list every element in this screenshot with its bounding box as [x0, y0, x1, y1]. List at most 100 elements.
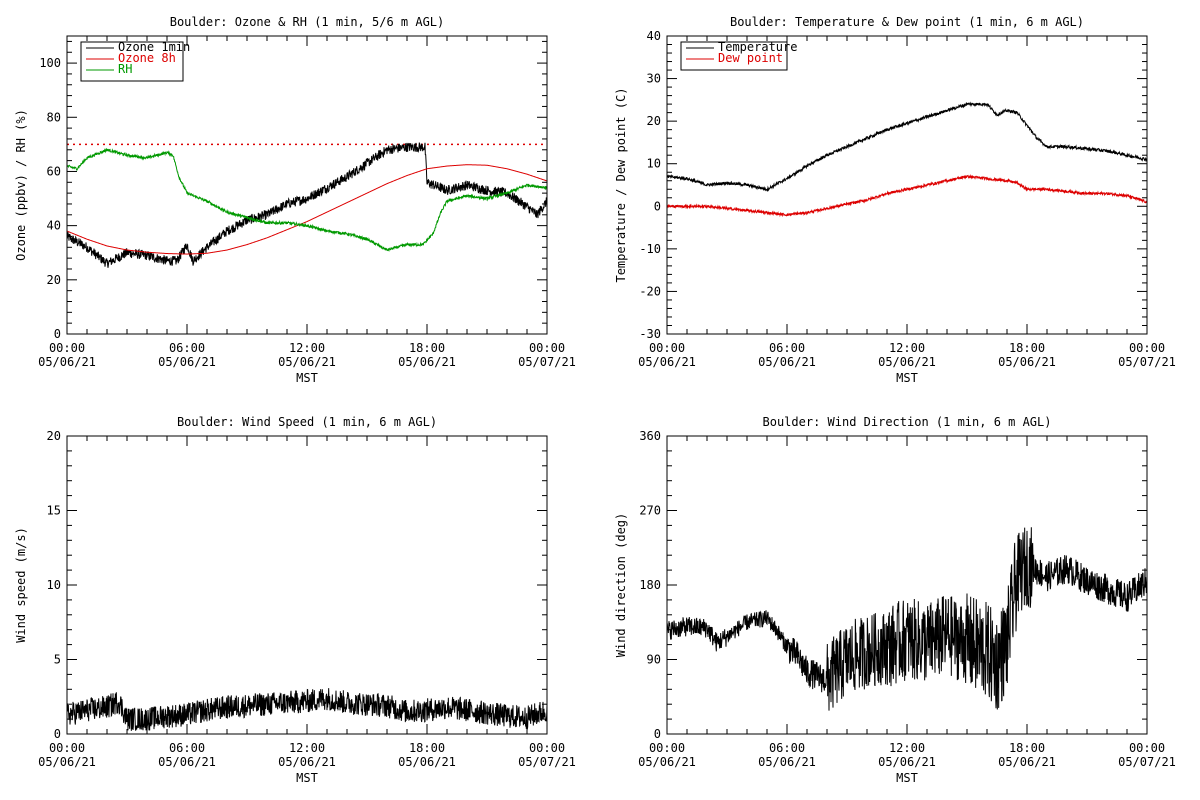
x-tick-label-date: 05/06/21 — [158, 755, 216, 769]
x-axis-label: MST — [296, 371, 318, 385]
y-tick-label: 270 — [639, 504, 661, 518]
plot-frame — [666, 35, 1148, 335]
series-line-temperature — [667, 101, 1147, 193]
plot-frame — [66, 35, 548, 335]
x-tick-label-time: 12:00 — [289, 341, 325, 355]
legend-box — [680, 41, 788, 71]
y-tick-label: -10 — [639, 242, 661, 256]
plot-frame — [66, 435, 548, 735]
y-axis-label: Temperature / Dew point (C) — [614, 87, 628, 282]
x-tick-label-time: 00:00 — [529, 341, 565, 355]
x-tick-label-date: 05/06/21 — [878, 355, 936, 369]
y-tick-label: 20 — [47, 273, 61, 287]
legend-label: Temperature — [718, 40, 797, 54]
chart-panel-4: Boulder: Wind Direction (1 min, 6 m AGL)… — [614, 415, 1176, 785]
y-axis-label: Wind speed (m/s) — [14, 527, 28, 643]
x-tick-label-time: 00:00 — [649, 741, 685, 755]
x-tick-label-date: 05/07/21 — [1118, 755, 1176, 769]
series-group — [67, 142, 547, 268]
series-line-ozone-8h — [67, 164, 547, 255]
x-tick-label-time: 18:00 — [1009, 741, 1045, 755]
chart-title: Boulder: Temperature & Dew point (1 min,… — [730, 15, 1084, 29]
x-tick-label-date: 05/06/21 — [398, 355, 456, 369]
plot-frame — [666, 435, 1148, 735]
chart-panel-3: Boulder: Wind Speed (1 min, 6 m AGL) 0 5 10… — [14, 415, 576, 785]
x-tick-label-time: 00:00 — [49, 341, 85, 355]
legend-label: Ozone 1min — [118, 40, 190, 54]
y-tick-label: 0 — [654, 727, 661, 741]
y-axis-label: Wind direction (deg) — [614, 513, 628, 658]
x-axis-label: MST — [896, 771, 918, 785]
x-tick-label-date: 05/07/21 — [1118, 355, 1176, 369]
x-tick-label-date: 05/06/21 — [38, 755, 96, 769]
y-tick-label: 15 — [47, 504, 61, 518]
y-tick-label: 60 — [47, 164, 61, 178]
x-tick-label-date: 05/06/21 — [638, 755, 696, 769]
y-tick-label: 5 — [54, 653, 61, 667]
x-tick-label-time: 12:00 — [889, 741, 925, 755]
x-tick-label-time: 00:00 — [1129, 341, 1165, 355]
x-tick-label-date: 05/06/21 — [998, 755, 1056, 769]
x-axis-label: MST — [296, 771, 318, 785]
series-line-dew-point — [667, 173, 1147, 218]
chart-title: Boulder: Ozone & RH (1 min, 5/6 m AGL) — [170, 15, 445, 29]
y-tick-label: 0 — [54, 727, 61, 741]
x-tick-label-time: 06:00 — [769, 741, 805, 755]
legend-label: RH — [118, 62, 132, 76]
chart-panel-1: Boulder: Ozone & RH (1 min, 5/6 m AGL) 0 2… — [14, 15, 576, 385]
y-tick-label: 360 — [639, 429, 661, 443]
x-tick-label-time: 12:00 — [289, 741, 325, 755]
y-tick-label: 20 — [647, 114, 661, 128]
series-line-ozone-1min — [67, 142, 547, 268]
y-tick-label: 40 — [47, 219, 61, 233]
y-tick-label: -20 — [639, 284, 661, 298]
x-tick-label-date: 05/06/21 — [278, 755, 336, 769]
x-tick-label-time: 00:00 — [529, 741, 565, 755]
y-tick-label: 80 — [47, 110, 61, 124]
series-line-rh — [67, 147, 547, 253]
y-tick-label: 20 — [47, 429, 61, 443]
x-axis-label: MST — [896, 371, 918, 385]
series-group — [67, 688, 547, 731]
x-tick-label-time: 00:00 — [1129, 741, 1165, 755]
y-tick-label: 0 — [654, 199, 661, 213]
series-group — [667, 101, 1147, 218]
x-tick-label-date: 05/07/21 — [518, 355, 576, 369]
x-tick-label-time: 12:00 — [889, 341, 925, 355]
y-tick-label: 30 — [647, 72, 661, 86]
x-tick-label-date: 05/06/21 — [398, 755, 456, 769]
x-tick-label-date: 05/06/21 — [758, 755, 816, 769]
x-tick-label-time: 06:00 — [769, 341, 805, 355]
x-tick-label-date: 05/07/21 — [518, 755, 576, 769]
x-tick-label-date: 05/06/21 — [758, 355, 816, 369]
series-line-main — [67, 688, 547, 731]
chart-title: Boulder: Wind Speed (1 min, 6 m AGL) — [177, 415, 437, 429]
chart-title: Boulder: Wind Direction (1 min, 6 m AGL) — [763, 415, 1052, 429]
x-tick-label-time: 06:00 — [169, 741, 205, 755]
y-tick-label: 100 — [39, 56, 61, 70]
x-tick-label-time: 18:00 — [409, 341, 445, 355]
chart-panel-2: Boulder: Temperature & Dew point (1 min,… — [614, 15, 1176, 385]
series-group — [667, 527, 1147, 711]
x-tick-label-time: 00:00 — [649, 341, 685, 355]
x-tick-label-time: 06:00 — [169, 341, 205, 355]
y-tick-label: 0 — [54, 327, 61, 341]
x-tick-label-date: 05/06/21 — [278, 355, 336, 369]
x-tick-label-date: 05/06/21 — [998, 355, 1056, 369]
x-tick-label-time: 00:00 — [49, 741, 85, 755]
x-tick-label-time: 18:00 — [409, 741, 445, 755]
x-tick-label-date: 05/06/21 — [38, 355, 96, 369]
y-tick-label: -30 — [639, 327, 661, 341]
y-tick-label: 10 — [647, 157, 661, 171]
y-axis-label: Ozone (ppbv) / RH (%) — [14, 109, 28, 261]
legend-label: Dew point — [718, 51, 783, 65]
y-tick-label: 10 — [47, 578, 61, 592]
y-tick-label: 90 — [647, 653, 661, 667]
x-tick-label-date: 05/06/21 — [878, 755, 936, 769]
y-tick-label: 40 — [647, 29, 661, 43]
series-line-main — [667, 527, 1147, 711]
x-tick-label-date: 05/06/21 — [158, 355, 216, 369]
x-tick-label-time: 18:00 — [1009, 341, 1045, 355]
